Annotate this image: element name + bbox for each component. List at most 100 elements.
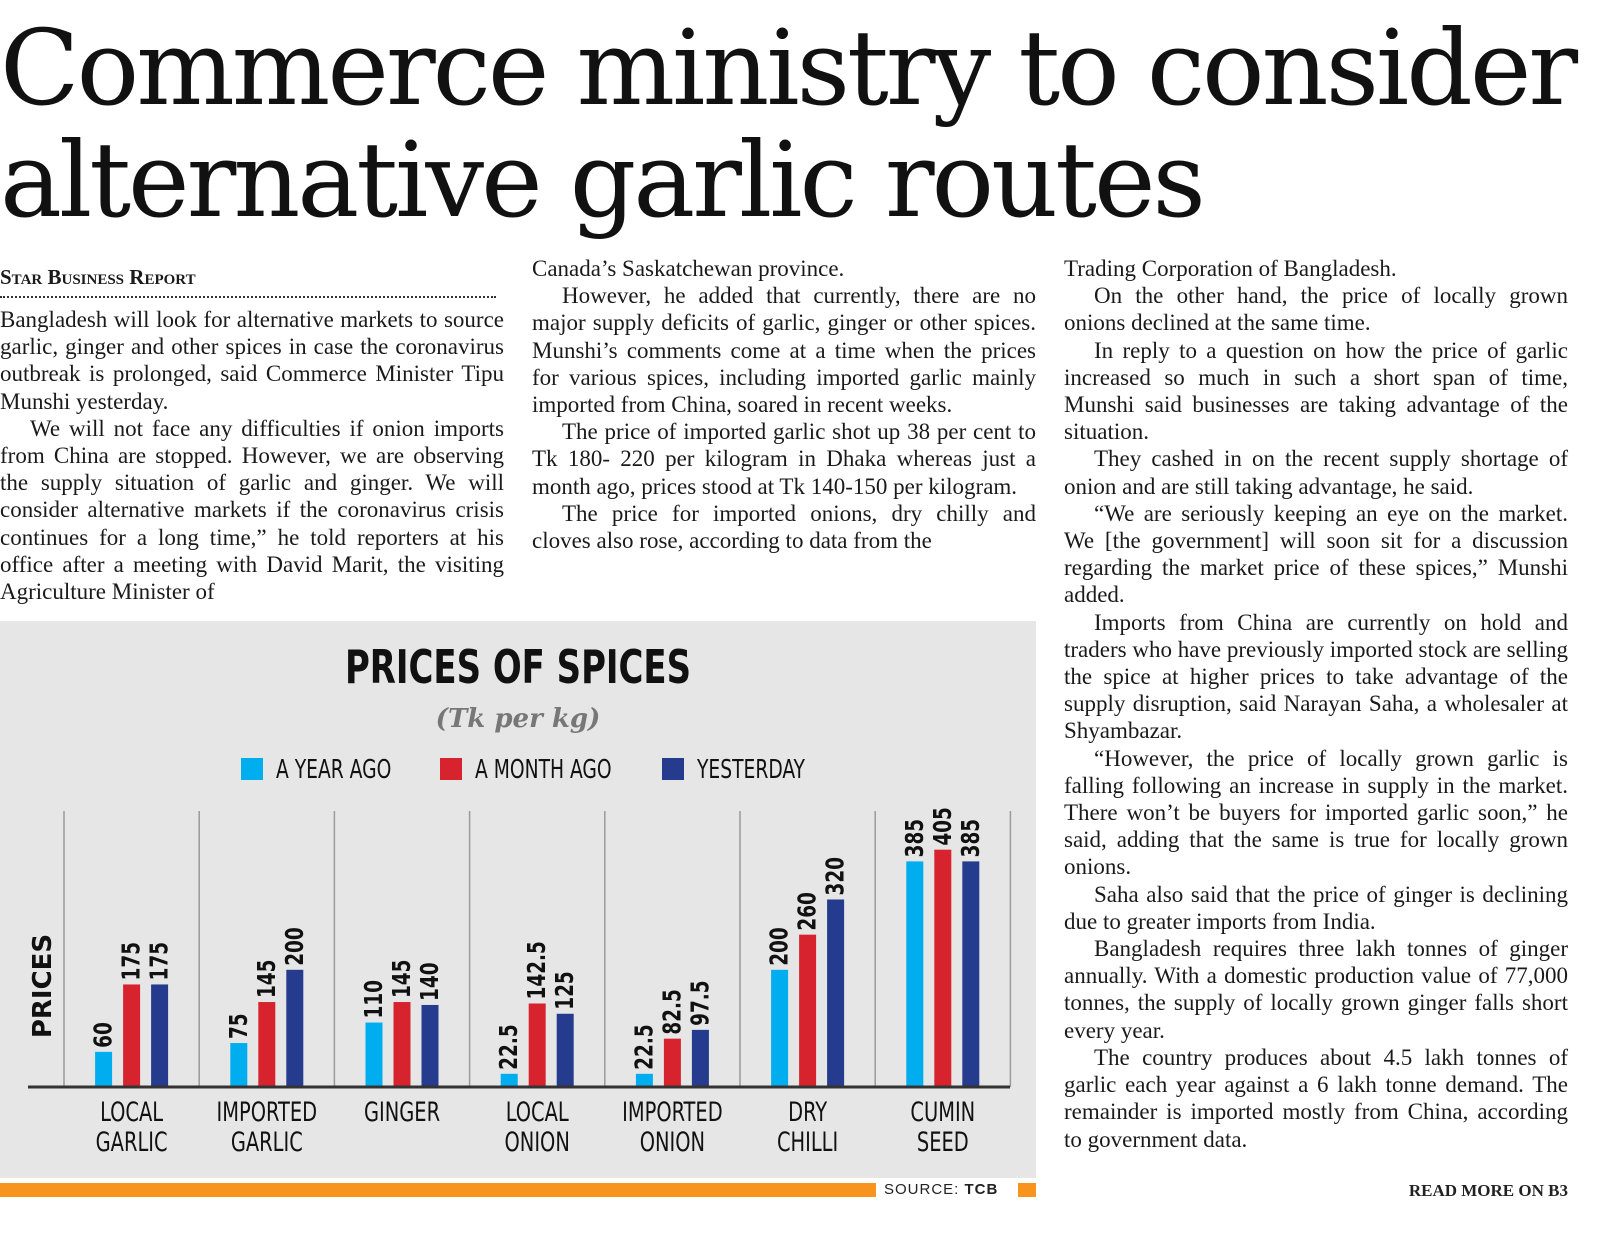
chart-category-label: GARLIC [231,1126,303,1158]
paragraph: “However, the price of locally grown gar… [1064,745,1568,880]
article-column-3: Trading Corporation of Bangladesh. On th… [1064,255,1568,1153]
paragraph: Imports from China are currently on hold… [1064,609,1568,744]
chart-legend: A YEAR AGO A MONTH AGO YESTERDAY [241,754,805,785]
chart-category-label: ONION [640,1126,705,1158]
chart-value-label: 145 [253,960,281,999]
chart-dividers [63,811,1012,1087]
legend-swatch [662,758,684,780]
chart-bar [962,861,980,1087]
chart-value-label: 175 [118,942,146,981]
paragraph: “We are seriously keeping an eye on the … [1064,500,1568,608]
chart-value-label: 75 [225,1013,253,1039]
chart-value-label: 260 [794,892,822,931]
chart-value-label: 140 [416,962,444,1001]
legend-label: A MONTH AGO [475,754,612,785]
chart-bar [827,899,845,1087]
paragraph: Trading Corporation of Bangladesh. [1064,256,1397,281]
y-axis-label: PRICES [28,934,58,1038]
legend-swatch [440,758,462,780]
chart-value-label: 82.5 [659,989,687,1035]
article-column-1: Star Business Report Bangladesh will loo… [0,264,504,605]
byline-divider [0,290,496,298]
chart-bar [500,1073,518,1087]
chart-category-label: CHILLI [777,1126,838,1158]
chart-source: SOURCE: TCB [884,1181,998,1198]
paragraph: Bangladesh requires three lakh tonnes of… [1064,936,1568,1043]
chart-value-label: 385 [901,819,929,858]
chart-bar [528,1003,546,1087]
chart-bar [365,1022,383,1087]
legend-swatch [241,758,263,780]
chart-category-label: IMPORTED [217,1096,318,1128]
legend-label: A YEAR AGO [276,754,391,785]
chart-category-label: SEED [917,1126,969,1158]
chart-bar [934,849,952,1087]
paragraph: We will not face any difficulties if oni… [0,415,504,605]
chart-value-label: 200 [766,927,794,966]
paragraph: On the other hand, the price of locally … [1064,283,1568,336]
chart-subtitle: (Tk per kg) [436,704,601,734]
chart-bars [95,849,980,1087]
chart-bar [635,1073,653,1087]
source-value: TCB [964,1181,999,1198]
chart-category-label: GARLIC [96,1126,168,1158]
paragraph: The price of imported garlic shot up 38 … [532,419,1036,499]
chart-bar [663,1038,681,1087]
paragraph: In reply to a question on how the price … [1064,337,1568,445]
source-label: SOURCE: [884,1181,960,1198]
chart-bar [799,934,817,1087]
chart-value-label: 320 [822,857,850,896]
chart-value-label: 405 [929,807,957,846]
chart-value-label: 125 [551,971,579,1010]
paragraph: Canada’s Saskatchewan province. [532,256,845,281]
chart-bar [393,1002,411,1087]
paragraph: Saha also said that the price of ginger … [1064,881,1568,934]
chart-bar [421,1004,439,1087]
paragraph: However, he added that currently, there … [532,283,1036,418]
chart-bar [691,1029,709,1087]
chart-bar [258,1002,276,1087]
chart-svg: PRICES OF SPICES (Tk per kg) A YEAR AGO A… [28,640,1012,1158]
prices-of-spices-chart: PRICES OF SPICES (Tk per kg) A YEAR AGO A… [0,621,1036,1178]
footer-bar-left [0,1183,876,1197]
chart-value-label: 200 [281,927,309,966]
chart-bar [556,1013,574,1087]
chart-category-label: LOCAL [506,1096,570,1128]
chart-value-label: 97.5 [687,980,715,1026]
chart-category-label: GINGER [364,1096,440,1128]
chart-bar [771,969,789,1087]
chart-category-label: LOCAL [100,1096,164,1128]
byline: Star Business Report [0,265,196,289]
paragraph: The country produces about 4.5 lakh tonn… [1064,1044,1568,1152]
paragraph: Bangladesh will look for alternative mar… [0,307,504,414]
chart-bar [151,984,169,1087]
chart-bar [123,984,141,1087]
headline: Commerce ministry to consider alternativ… [0,12,1614,236]
chart-value-label: 60 [90,1022,118,1048]
chart-value-label: 175 [146,942,174,981]
paragraph: They cashed in on the recent supply shor… [1064,446,1568,499]
chart-value-label: 22.5 [631,1024,659,1070]
chart-category-label: DRY [788,1096,827,1128]
chart-category-label: IMPORTED [622,1096,723,1128]
chart-value-label: 385 [957,819,985,858]
legend-label: YESTERDAY [696,754,805,785]
chart-bar [230,1043,248,1087]
chart-bar [286,969,304,1087]
headline-line-2: alternative garlic routes [0,119,1206,241]
paragraph: The price for imported onions, dry chill… [532,500,1036,554]
chart-category-label: CUMIN [910,1096,975,1128]
footer-bar-right [1018,1183,1036,1197]
chart-bar [95,1051,113,1087]
chart-value-label: 142.5 [523,941,551,999]
chart-title: PRICES OF SPICES [345,640,691,694]
chart-category-label: ONION [505,1126,570,1158]
article-column-2: Canada’s Saskatchewan province. However,… [532,255,1036,554]
chart-value-label: 22.5 [495,1024,523,1070]
chart-value-label: 110 [360,980,388,1019]
headline-line-1: Commerce ministry to consider [0,7,1578,129]
read-more-link[interactable]: READ MORE ON B3 [1408,1181,1568,1200]
chart-bar [906,861,924,1087]
